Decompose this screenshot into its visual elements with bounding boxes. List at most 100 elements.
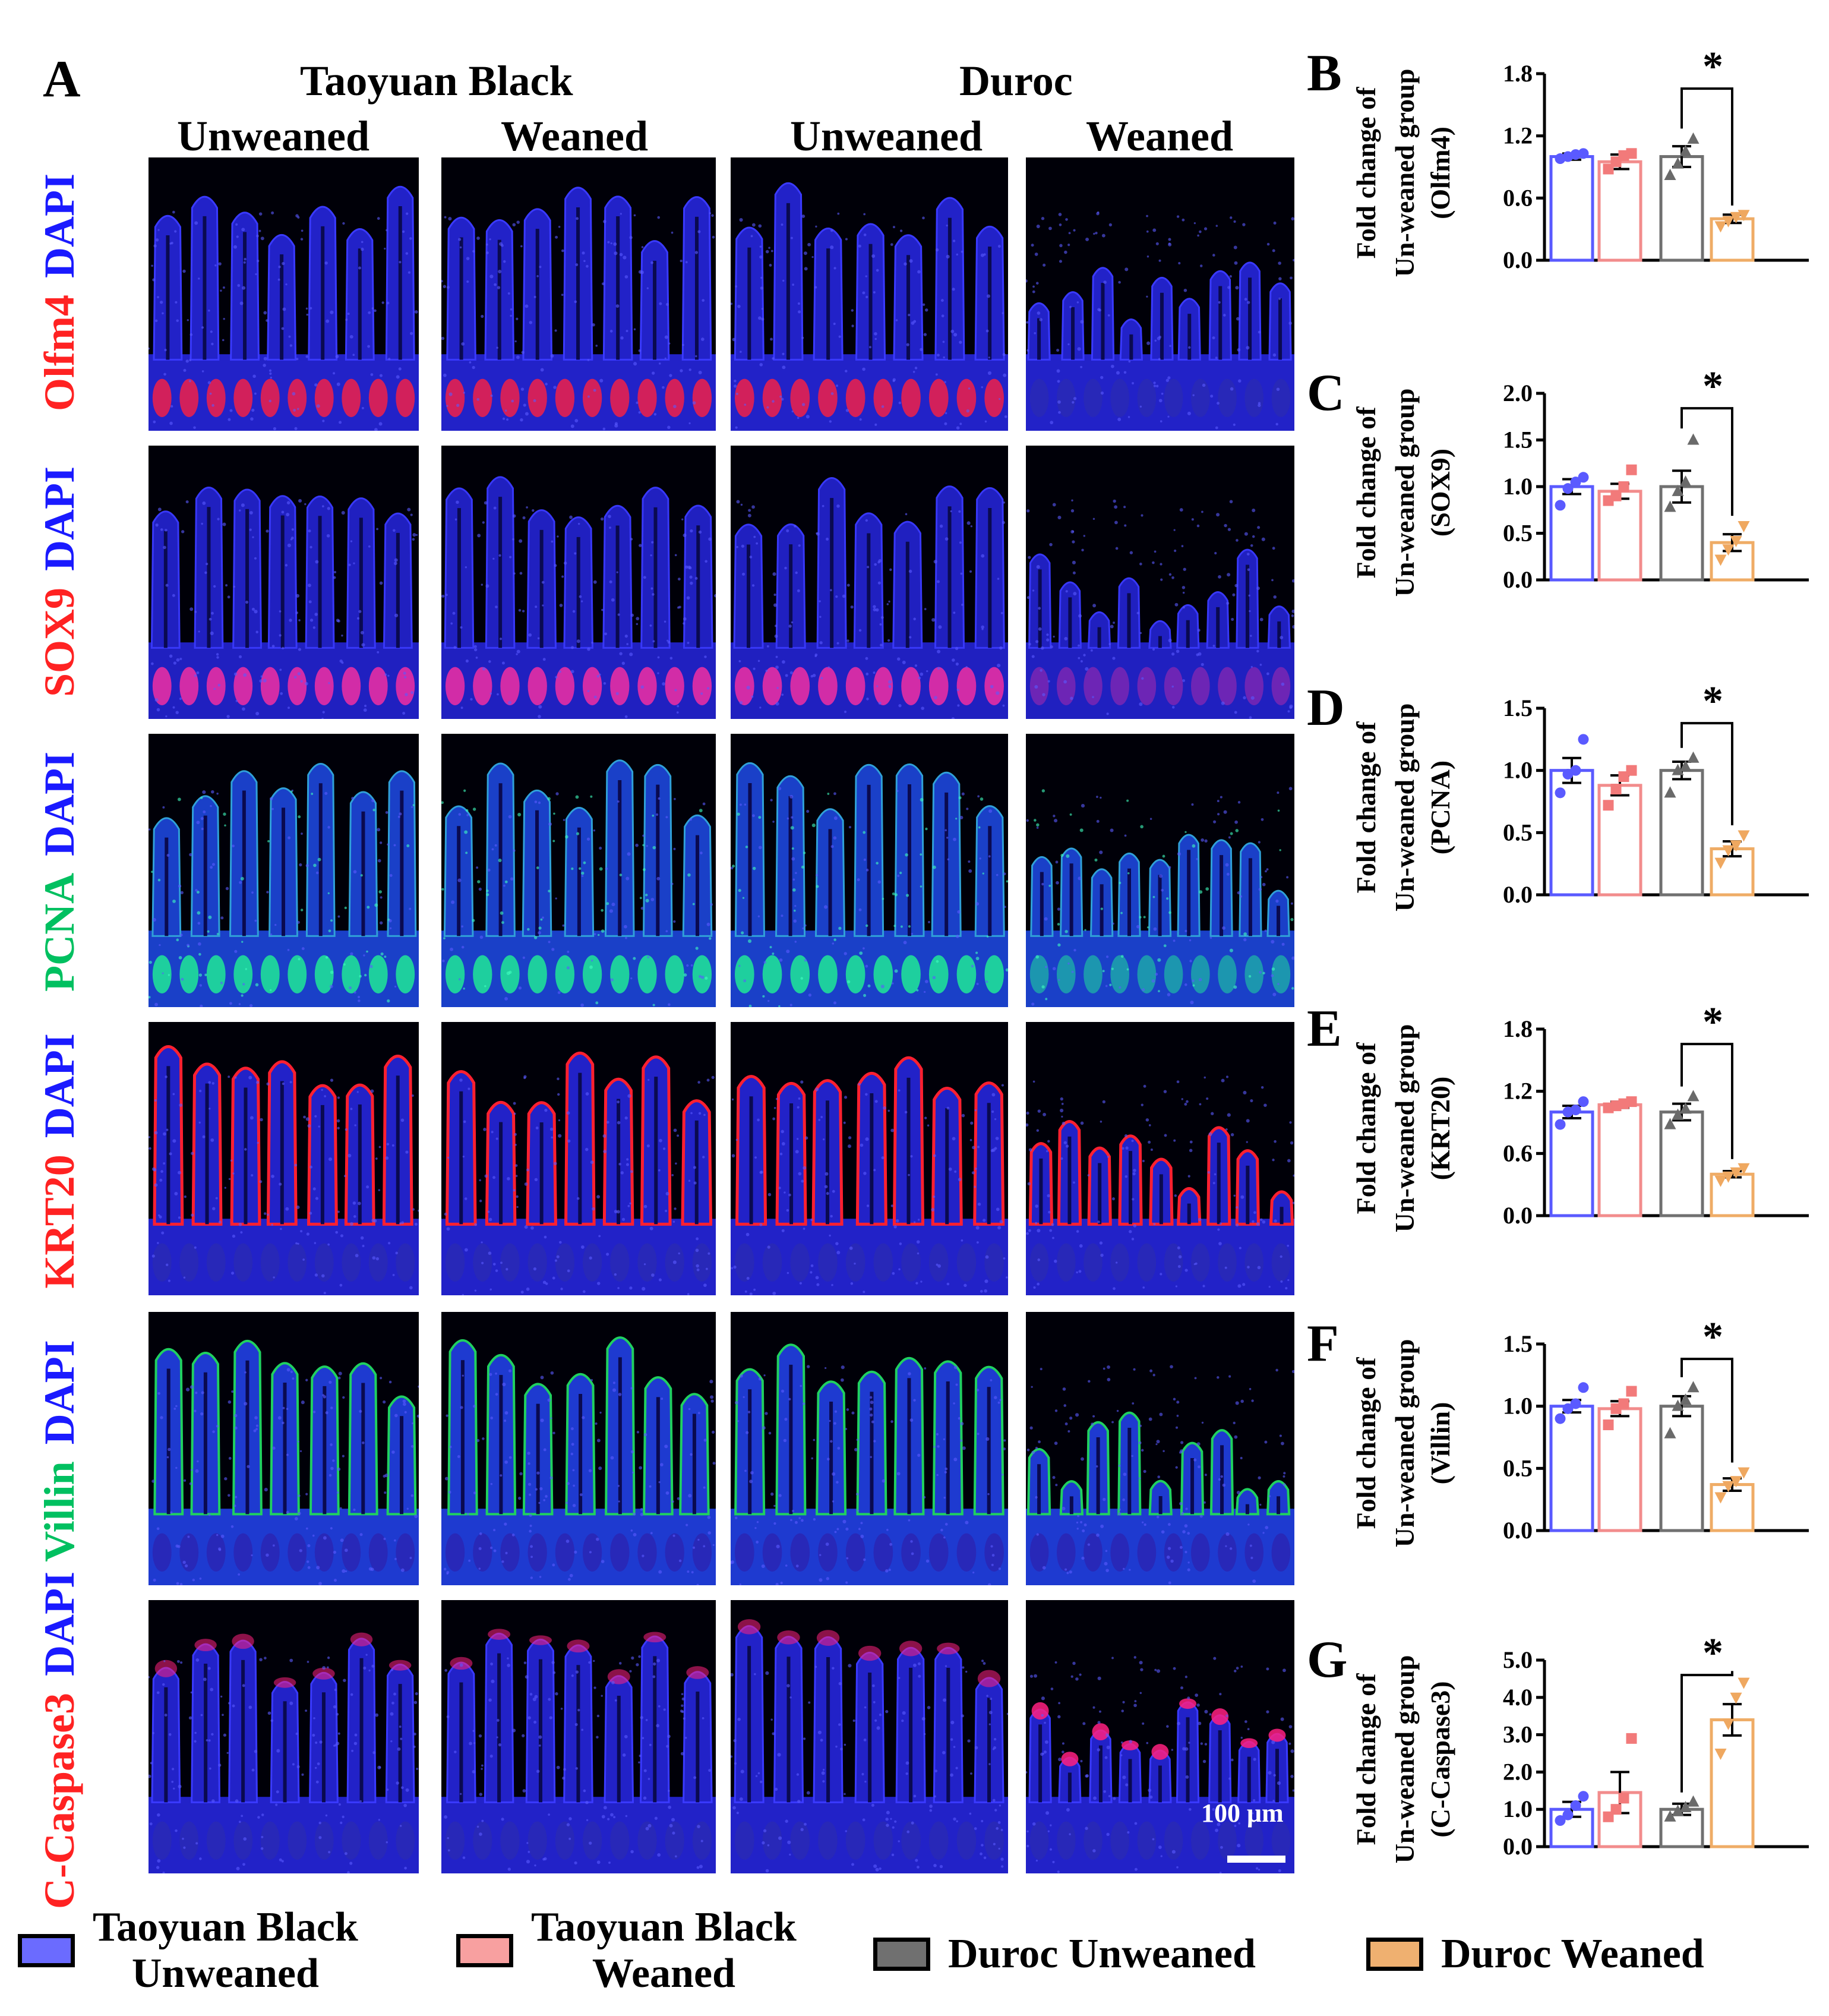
data-point bbox=[1570, 1398, 1581, 1409]
data-point bbox=[1570, 1105, 1581, 1116]
y-tick-label: 0.0 bbox=[1503, 1202, 1533, 1229]
panel-letter: B bbox=[1307, 45, 1342, 102]
data-point bbox=[1555, 500, 1566, 511]
micrograph-r6-c2 bbox=[441, 1600, 716, 1873]
significance-star: * bbox=[1702, 1630, 1723, 1676]
bar bbox=[1710, 1718, 1755, 1848]
row-label-5: C-Caspase3 DAPI bbox=[30, 1572, 89, 1909]
data-point bbox=[1626, 148, 1637, 159]
legend-item-tb-weaned: Taoyuan Black Weaned bbox=[456, 1904, 797, 1998]
panel-letter: D bbox=[1307, 679, 1345, 737]
data-point bbox=[1738, 830, 1750, 842]
y-axis-label-line2: Un-weaned group bbox=[1389, 703, 1420, 912]
data-point bbox=[1714, 554, 1727, 566]
bar bbox=[1659, 769, 1704, 897]
panel-letter: C bbox=[1307, 364, 1345, 422]
data-point bbox=[1610, 490, 1622, 501]
panel-letter: E bbox=[1307, 1000, 1342, 1058]
row-label-1: SOX9 DAPI bbox=[30, 439, 89, 724]
y-tick-label: 1.5 bbox=[1503, 695, 1533, 721]
data-point bbox=[1618, 1398, 1629, 1409]
y-tick-label: 0.6 bbox=[1503, 1140, 1533, 1166]
data-point bbox=[1603, 1419, 1614, 1431]
y-tick-label: 1.2 bbox=[1503, 122, 1533, 149]
data-point bbox=[1603, 800, 1614, 811]
micrograph-r1-c2 bbox=[441, 157, 716, 431]
data-point bbox=[1664, 500, 1676, 512]
y-tick-label: 1.0 bbox=[1503, 1393, 1533, 1419]
strain-label-duroc: Duroc bbox=[959, 57, 1073, 105]
data-point bbox=[1722, 1171, 1735, 1183]
data-point bbox=[1626, 464, 1637, 475]
y-tick-label: 0.0 bbox=[1503, 247, 1533, 273]
row-counterstain-label: DAPI bbox=[35, 173, 83, 279]
significance-bracket bbox=[1680, 1043, 1733, 1159]
significance-bracket bbox=[1680, 87, 1733, 206]
data-point bbox=[1722, 845, 1735, 857]
data-point bbox=[1730, 212, 1742, 223]
chart-panel-d: D Fold change of Un-weaned group (PCNA) 0.0 0… bbox=[1307, 665, 1829, 979]
y-tick-label: 1.0 bbox=[1503, 757, 1533, 784]
y-tick-label: 2.0 bbox=[1503, 380, 1533, 406]
bar bbox=[1659, 1110, 1704, 1217]
y-tick-label: 2.0 bbox=[1503, 1758, 1533, 1785]
data-point bbox=[1714, 221, 1727, 233]
data-point bbox=[1562, 1809, 1574, 1821]
y-tick-label: 1.5 bbox=[1503, 1330, 1533, 1357]
data-point bbox=[1679, 1102, 1692, 1114]
bar bbox=[1597, 1103, 1642, 1217]
data-point bbox=[1610, 784, 1622, 795]
bar bbox=[1597, 160, 1642, 262]
significance-star: * bbox=[1702, 999, 1723, 1045]
legend-swatch-duroc-unweaned bbox=[873, 1938, 930, 1971]
data-point bbox=[1555, 787, 1566, 799]
data-point bbox=[1618, 1793, 1629, 1804]
micrograph-r3-c4 bbox=[1026, 734, 1294, 1007]
data-point bbox=[1679, 1393, 1692, 1405]
micrograph-r6-c4 bbox=[1026, 1600, 1294, 1873]
y-axis-label-line1: Fold change of bbox=[1351, 87, 1381, 258]
y-axis-label-line2: Un-weaned group bbox=[1389, 1655, 1420, 1864]
micrograph-r2-c4 bbox=[1026, 446, 1294, 719]
data-point bbox=[1687, 751, 1700, 763]
data-point bbox=[1664, 168, 1676, 180]
data-point bbox=[1722, 1718, 1735, 1730]
strain-label-taoyuan: Taoyuan Black bbox=[300, 57, 573, 105]
data-point bbox=[1730, 536, 1742, 548]
chart-panel-e: E Fold change of Un-weaned group (KRT20) 0.0… bbox=[1307, 986, 1829, 1300]
data-point bbox=[1672, 484, 1684, 496]
y-tick-label: 0.5 bbox=[1503, 819, 1533, 845]
y-tick-label: 1.8 bbox=[1503, 1015, 1533, 1042]
condition-label-2: Weaned bbox=[501, 112, 649, 160]
bar bbox=[1659, 155, 1704, 262]
row-counterstain-label: DAPI bbox=[35, 1340, 83, 1445]
data-point bbox=[1679, 475, 1692, 487]
bar bbox=[1549, 1405, 1594, 1532]
data-point bbox=[1672, 157, 1684, 169]
y-axis-label-line3: (Villin) bbox=[1425, 1402, 1455, 1485]
data-point bbox=[1730, 840, 1742, 852]
panel-letter: F bbox=[1307, 1315, 1339, 1373]
row-label-4: Villin DAPI bbox=[30, 1308, 89, 1594]
legend-label: Duroc Weaned bbox=[1441, 1931, 1704, 1977]
legend-label-line1: Taoyuan Black bbox=[93, 1904, 358, 1950]
data-point bbox=[1730, 1692, 1742, 1704]
micrograph-r2-c1 bbox=[149, 446, 419, 719]
legend-label-line1: Taoyuan Black bbox=[531, 1904, 797, 1950]
data-point bbox=[1618, 481, 1629, 492]
data-point bbox=[1738, 210, 1750, 222]
y-tick-label: 0.0 bbox=[1503, 1833, 1533, 1860]
data-point bbox=[1722, 1481, 1735, 1493]
condition-label-3: Unweaned bbox=[790, 112, 983, 160]
data-point bbox=[1714, 1175, 1727, 1187]
y-axis-label-line3: (SOX9) bbox=[1425, 449, 1455, 537]
data-point bbox=[1687, 132, 1700, 144]
data-point bbox=[1687, 1795, 1700, 1807]
data-point bbox=[1730, 1167, 1742, 1179]
y-tick-label: 1.5 bbox=[1503, 427, 1533, 453]
data-point bbox=[1664, 1427, 1676, 1438]
data-point bbox=[1664, 786, 1676, 798]
bar bbox=[1659, 1405, 1704, 1532]
row-marker-label: C-Caspase3 bbox=[35, 1692, 83, 1909]
micrograph-r3-c2 bbox=[441, 734, 716, 1007]
